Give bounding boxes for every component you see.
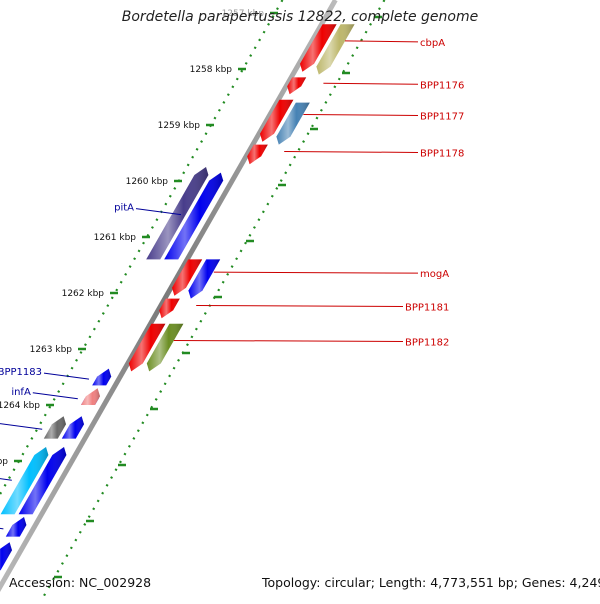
gene-arrow-bpp1177[interactable] [260, 99, 294, 142]
gene-arrow-shading [159, 298, 180, 319]
gene-arrow-bpp1181[interactable] [159, 298, 180, 319]
gene-arrow-bpp1182[interactable] [128, 323, 166, 372]
gene-arrow-shading [276, 102, 310, 145]
accession-text: Accession: NC_002928 [9, 575, 152, 590]
gene-arrow[interactable] [188, 259, 221, 299]
label-leader-line [344, 40, 419, 43]
label-leader-line [0, 478, 12, 481]
scale-tick-label: 1259 kbp [158, 121, 201, 131]
gene-arrow[interactable] [146, 323, 184, 372]
gene-arrow[interactable] [18, 447, 67, 515]
scale-tick-label: 1264 kbp [0, 401, 40, 411]
gene-arrow-cbpa[interactable] [300, 24, 337, 72]
genome-axis [0, 0, 338, 593]
gene-arrow-shading [0, 447, 49, 515]
gene-arrow-bpp1185[interactable] [43, 416, 66, 439]
gene-arrow-shading [92, 368, 112, 386]
genome-summary-text: Topology: circular; Length: 4,773,551 bp… [262, 575, 600, 590]
gene-arrow-bpp1178[interactable] [247, 144, 268, 165]
gene-arrow-infa[interactable] [81, 388, 100, 405]
label-leader-line [0, 527, 4, 530]
gene-arrow-shading [61, 416, 84, 439]
gene-arrow-shading [43, 416, 66, 439]
scale-tick-label: 1262 kbp [62, 289, 105, 299]
gene-label-bpp1178[interactable]: BPP1178 [420, 148, 464, 159]
gene-arrow-shading [164, 172, 224, 260]
label-leader-line [0, 423, 43, 430]
gene-label-moga[interactable]: mogA [420, 269, 449, 280]
gene-arrow[interactable] [316, 24, 355, 75]
scale-tick-label: 1263 kbp [30, 345, 73, 355]
gene-label-bpp1177[interactable]: BPP1177 [420, 112, 464, 123]
gene-arrow-pita[interactable] [164, 172, 224, 260]
map-title: Bordetella parapertussis 12822, complete… [121, 9, 479, 25]
gene-arrow-shading [316, 24, 355, 75]
gene-arrow[interactable] [276, 102, 310, 145]
scale-tick-label: 1261 kbp [94, 233, 137, 243]
gene-arrow-shading [81, 388, 100, 405]
gene-arrow-shading [5, 517, 27, 537]
gene-arrow-shading [0, 542, 12, 571]
scale-tick-label: 1265 kbp [0, 457, 8, 467]
gene-arrow-shading [146, 323, 184, 372]
gene-label-bpp1181[interactable]: BPP1181 [405, 302, 449, 313]
scale-dotted-line-right [40, 0, 386, 601]
label-leader-line [303, 114, 419, 116]
gene-label-cbpa[interactable]: cbpA [420, 38, 445, 49]
label-leader-line [135, 208, 182, 216]
gene-label-pita[interactable]: pitA [114, 203, 134, 214]
label-leader-line [284, 150, 419, 153]
gene-label-infa[interactable]: infA [11, 387, 31, 398]
label-leader-line [173, 339, 404, 342]
gene-arrow-moga[interactable] [172, 259, 203, 296]
label-leader-line [196, 304, 404, 307]
gene-arrow-shading [247, 144, 268, 165]
gene-arrow-shading [300, 24, 337, 72]
scale-tick-label: 1258 kbp [190, 65, 233, 75]
gene-arrow-bpp1176[interactable] [287, 77, 307, 95]
label-leader-line [32, 392, 78, 400]
gene-label-bpp1176[interactable]: BPP1176 [420, 80, 464, 91]
gene-arrow-bpp1183[interactable] [92, 368, 112, 386]
gene-arrow-shading [128, 323, 166, 372]
gene-arrow-shading [260, 99, 294, 142]
gene-label-bpp1183[interactable]: BPP1183 [0, 367, 42, 378]
gene-arrow-bpp1187[interactable] [5, 517, 27, 537]
gene-arrow-bpp1188[interactable] [0, 542, 12, 571]
scale-tick-label: 1260 kbp [126, 177, 169, 187]
gene-arrow-shading [18, 447, 67, 515]
label-leader-line [213, 271, 419, 274]
label-leader-line [43, 372, 90, 380]
gene-arrow-shading [287, 77, 307, 95]
gene-arrow[interactable] [146, 167, 209, 260]
gene-arrow-shading [146, 167, 209, 260]
gene-arrow[interactable] [61, 416, 84, 439]
label-leader-line [323, 82, 419, 85]
gene-arrow-shading [188, 259, 221, 299]
scale-tick-label: 1257 kbp [222, 9, 265, 19]
gene-label-bpp1182[interactable]: BPP1182 [405, 337, 449, 348]
gene-arrow-shading [172, 259, 203, 296]
gene-arrow-bpp1186[interactable] [0, 447, 49, 515]
